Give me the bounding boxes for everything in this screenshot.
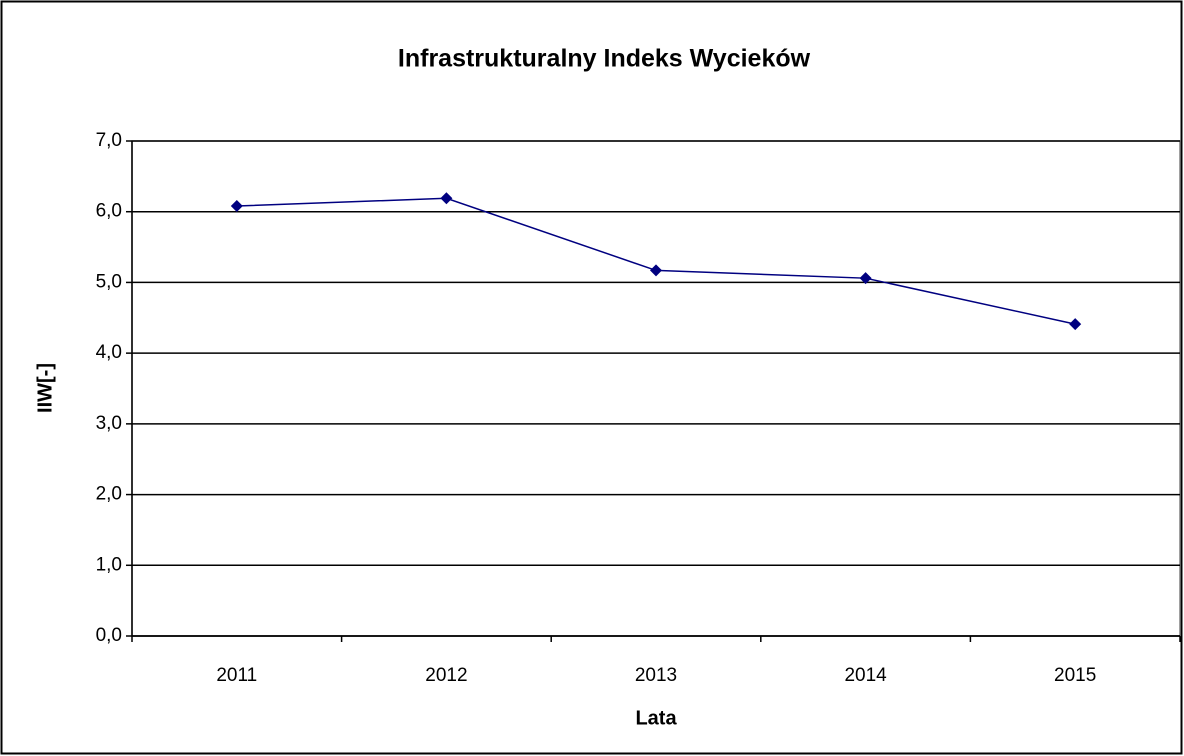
y-tick-label: 7,0 — [96, 130, 122, 151]
marker — [230, 200, 243, 213]
x-tick-label: 2011 — [216, 665, 257, 686]
plot-area — [131, 140, 1181, 637]
y-tick-label: 1,0 — [96, 554, 122, 575]
marker — [650, 264, 662, 277]
marker — [859, 272, 872, 285]
marker — [440, 192, 453, 205]
y-axis-label: IIW[-] — [34, 363, 56, 413]
y-tick-label: 5,0 — [96, 271, 122, 292]
y-tick-label: 3,0 — [96, 413, 122, 434]
marker — [1069, 318, 1082, 331]
x-axis-label: Lata — [635, 707, 677, 729]
y-tick-label: 0,0 — [96, 625, 122, 646]
x-tick-label: 2015 — [1054, 665, 1096, 686]
x-tick-label: 2013 — [635, 665, 677, 686]
y-tick-label: 2,0 — [96, 484, 122, 505]
y-tick-label: 6,0 — [96, 201, 122, 222]
x-tick-label: 2014 — [844, 665, 887, 686]
x-tick-label: 2012 — [425, 665, 467, 686]
chart-title: Infrastrukturalny Indeks Wycieków — [398, 45, 811, 73]
y-tick-label: 4,0 — [96, 342, 122, 363]
